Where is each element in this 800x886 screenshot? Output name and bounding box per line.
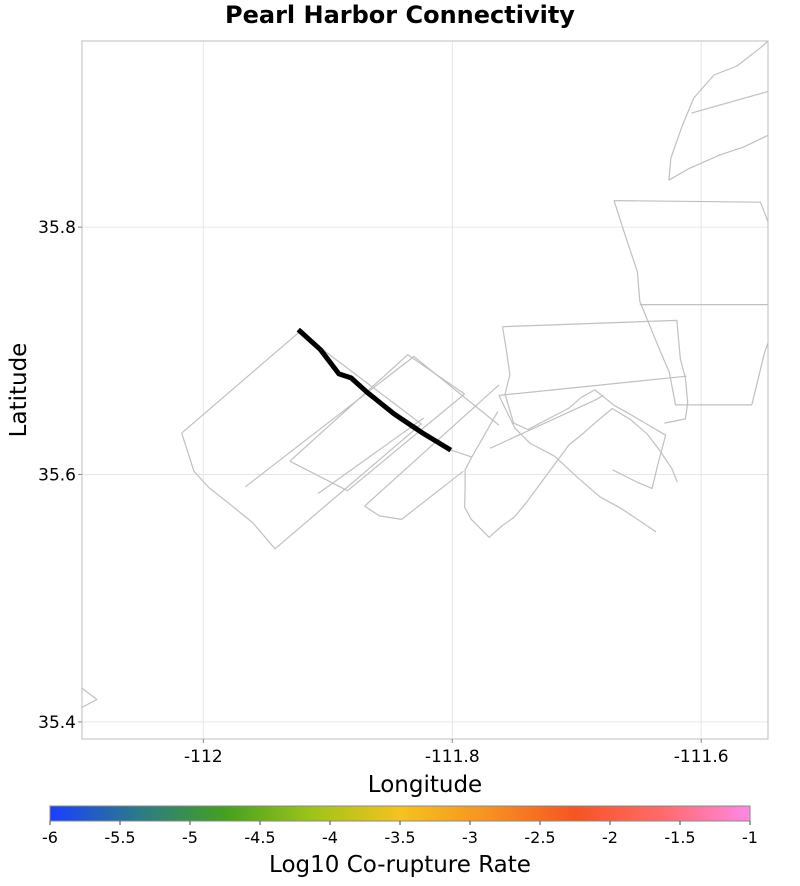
colorbar-tick-label-1: -5.5 bbox=[104, 828, 135, 847]
x-tick-label-1: -111.8 bbox=[425, 747, 480, 767]
colorbar-tick-label-4: -4 bbox=[322, 828, 338, 847]
fault-section-22 bbox=[668, 134, 768, 181]
fault-section-20 bbox=[668, 41, 768, 181]
fault-section-15 bbox=[498, 395, 657, 533]
highlighted-fault-group bbox=[296, 327, 453, 453]
colorbar-tick-label-3: -4.5 bbox=[244, 828, 275, 847]
fault-sections bbox=[82, 41, 768, 708]
y-tick-label-1: 35.6 bbox=[38, 466, 76, 486]
fault-section-18 bbox=[489, 394, 604, 449]
y-tick-label-0: 35.4 bbox=[38, 713, 76, 733]
x-axis-ticks: -112 -111.8 -111.6 bbox=[184, 739, 729, 767]
colorbar-tick-label-5: -3.5 bbox=[384, 828, 415, 847]
chart-title: Pearl Harbor Connectivity bbox=[225, 1, 575, 29]
fault-section-0 bbox=[181, 331, 422, 550]
colorbar bbox=[49, 805, 751, 822]
fault-section-4 bbox=[364, 384, 500, 507]
fault-section-2 bbox=[317, 417, 425, 494]
fault-section-8 bbox=[501, 326, 529, 431]
colorbar-tick-label-0: -6 bbox=[42, 828, 58, 847]
fault-section-21 bbox=[691, 90, 768, 114]
fault-section-19 bbox=[767, 486, 768, 489]
colorbar-tick-label-7: -2.5 bbox=[524, 828, 555, 847]
colorbar-tick-label-6: -3 bbox=[462, 828, 478, 847]
plot-area bbox=[82, 41, 768, 739]
x-axis-label: Longitude bbox=[368, 772, 482, 798]
fault-section-11 bbox=[613, 200, 641, 302]
y-axis-ticks: 35.4 35.6 35.8 bbox=[38, 218, 82, 733]
colorbar-label: Log10 Co-rupture Rate bbox=[269, 852, 531, 878]
colorbar-tick-label-8: -2 bbox=[602, 828, 618, 847]
fault-section-23 bbox=[82, 687, 98, 708]
colorbar-tick-label-10: -1 bbox=[742, 828, 758, 847]
y-axis-label: Latitude bbox=[6, 343, 32, 438]
fault-section-5 bbox=[364, 470, 464, 521]
fault-section-10 bbox=[613, 200, 768, 406]
colorbar-tick-label-9: -1.5 bbox=[664, 828, 695, 847]
fault-section-14 bbox=[527, 389, 667, 489]
colorbar-tick-label-2: -5 bbox=[182, 828, 198, 847]
plot-border bbox=[81, 40, 769, 740]
fault-section-16 bbox=[464, 456, 527, 538]
fault-section-7 bbox=[502, 319, 689, 424]
x-tick-label-0: -112 bbox=[184, 747, 223, 767]
fault-section-1 bbox=[245, 355, 500, 488]
highlighted-fault-trace bbox=[296, 327, 453, 453]
colorbar-ticks: -6 -5.5 -5 -4.5 -4 -3.5 -3 -2.5 -2 -1.5 -1 bbox=[42, 821, 758, 847]
fault-section-17 bbox=[525, 407, 678, 503]
fault-section-9 bbox=[498, 375, 687, 396]
y-tick-label-2: 35.8 bbox=[38, 218, 76, 238]
fault-section-13 bbox=[639, 301, 752, 406]
x-tick-label-2: -111.6 bbox=[674, 747, 729, 767]
